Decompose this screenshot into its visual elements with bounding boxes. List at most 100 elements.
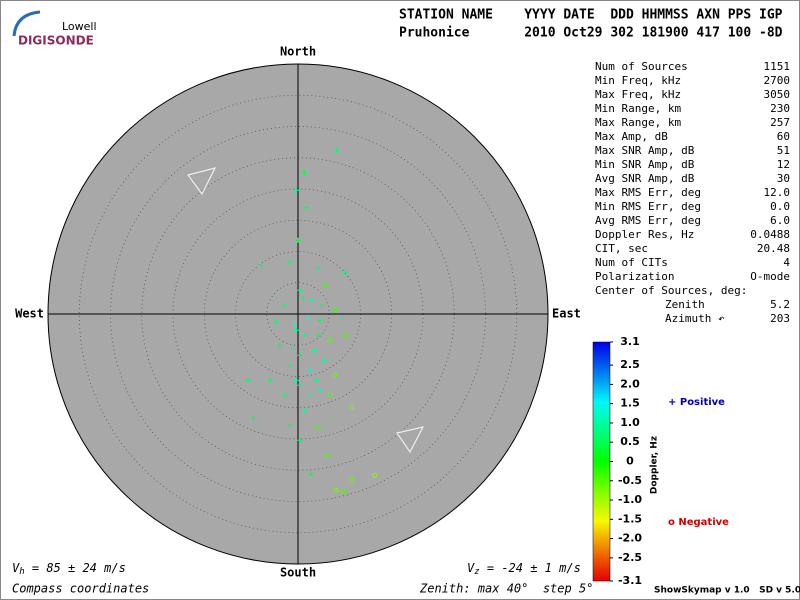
stat-label: Max Amp, dB (595, 130, 668, 143)
source-positive (319, 302, 325, 308)
stat-label: Min Freq, kHz (595, 74, 681, 87)
stat-value: 51 (777, 144, 790, 157)
direction-label: South (280, 566, 316, 580)
source-positive (245, 377, 251, 383)
stat-label: CIT, sec (595, 242, 648, 255)
source-positive (305, 315, 311, 321)
colorbar-tick-label: 2.5 (620, 358, 640, 371)
source-positive (297, 352, 303, 358)
direction-label: North (280, 45, 316, 59)
vz-text: = -24 ± 1 m/s (480, 561, 581, 575)
stat-label: Avg RMS Err, deg (595, 214, 701, 227)
stat-label: Doppler Res, Hz (595, 228, 694, 241)
colorbar-tick-label: -2.0 (618, 532, 642, 545)
vh-symbol: V (12, 561, 20, 575)
source-negative (332, 372, 338, 378)
source-negative (327, 392, 333, 398)
stat-value: 0.0488 (750, 228, 790, 241)
source-positive (287, 259, 293, 265)
source-negative (349, 405, 355, 411)
stat-label: Max Range, km (595, 116, 681, 129)
source-positive (315, 265, 321, 271)
source-positive (315, 332, 321, 338)
stat-value: 257 (770, 116, 790, 129)
source-negative (327, 337, 333, 343)
logo-swoosh (12, 10, 41, 37)
coords-note: Compass coordinates (12, 582, 149, 596)
source-positive (287, 362, 293, 368)
source-positive (289, 345, 295, 351)
stat-label: Min Range, km (595, 102, 681, 115)
source-positive (273, 319, 279, 325)
colorbar-tick-label: -1.5 (618, 512, 642, 525)
source-positive (342, 269, 348, 275)
source-positive (313, 377, 319, 383)
stat-label: Avg SNR Amp, dB (595, 172, 695, 185)
source-positive (301, 170, 307, 176)
source-negative (332, 307, 338, 313)
stat-label: Max Freq, kHz (595, 88, 681, 101)
colorbar-tick-label: 3.1 (620, 335, 640, 348)
source-positive (295, 237, 301, 243)
source-positive (322, 357, 328, 363)
stat-label: Num of Sources (595, 60, 688, 73)
source-positive (307, 392, 313, 398)
source-positive (309, 297, 315, 303)
source-negative (341, 489, 347, 495)
direction-label: West (15, 307, 44, 321)
stat-label: Min RMS Err, deg (595, 200, 701, 213)
colorbar-tick-label: -2.5 (618, 551, 642, 564)
source-negative (349, 477, 355, 483)
source-positive (308, 471, 314, 477)
source-positive (297, 287, 303, 293)
source-positive (300, 295, 306, 301)
stat-value: O-mode (750, 270, 790, 283)
source-positive (339, 315, 345, 321)
stat-value: 4 (783, 256, 790, 269)
header-line: STATION NAME YYYY DATE DDD HHMMSS AXN PP… (399, 8, 783, 23)
stat-label: Num of CITs (595, 256, 668, 269)
colorbar-fill (592, 341, 611, 582)
stat-value: 230 (770, 102, 790, 115)
source-positive (297, 437, 303, 443)
source-negative (343, 332, 349, 338)
vh-text: = 85 ± 24 m/s (25, 561, 126, 575)
source-positive (302, 332, 308, 338)
colorbar-tick-label: -1.0 (618, 493, 642, 506)
source-positive (294, 187, 300, 193)
stat-value: 12.0 (764, 186, 791, 199)
logo-line2: DIGISONDE (18, 34, 94, 48)
colorbar-tick-label: 0.5 (620, 435, 640, 448)
source-positive (317, 317, 323, 323)
center-value: 203 (770, 312, 790, 325)
source-positive (282, 392, 288, 398)
source-positive (293, 377, 299, 383)
source-negative (324, 452, 330, 458)
source-negative (333, 487, 339, 493)
source-negative (372, 472, 378, 478)
direction-label: East (552, 307, 581, 321)
source-positive (258, 262, 264, 268)
center-label: Zenith (665, 298, 705, 311)
center-title: Center of Sources, deg: (595, 284, 747, 297)
colorbar-tick-label: 0 (626, 455, 634, 468)
source-positive (317, 387, 323, 393)
vz-sub: z (474, 567, 479, 577)
vz: Vz = -24 ± 1 m/s (467, 561, 581, 577)
colorbar-tick-label: 1.0 (620, 416, 640, 429)
source-positive (312, 347, 318, 353)
direction-arrow (186, 167, 217, 196)
source-positive (293, 327, 299, 333)
source-negative (322, 282, 328, 288)
zenith-note: Zenith: max 40° step 5° (419, 582, 593, 596)
stat-value: 3050 (764, 88, 791, 101)
stat-label: Polarization (595, 270, 674, 283)
center-label: Azimuth ↶ (665, 312, 725, 325)
legend-positive: + Positive (668, 397, 725, 408)
source-positive (334, 147, 340, 153)
stat-value: 60 (777, 130, 790, 143)
source-positive (277, 342, 283, 348)
source-positive (282, 302, 288, 308)
stat-value: 12 (777, 158, 790, 171)
stats: Num of Sources 1151 Min Freq, kHz 2700 Max F… (595, 60, 790, 325)
